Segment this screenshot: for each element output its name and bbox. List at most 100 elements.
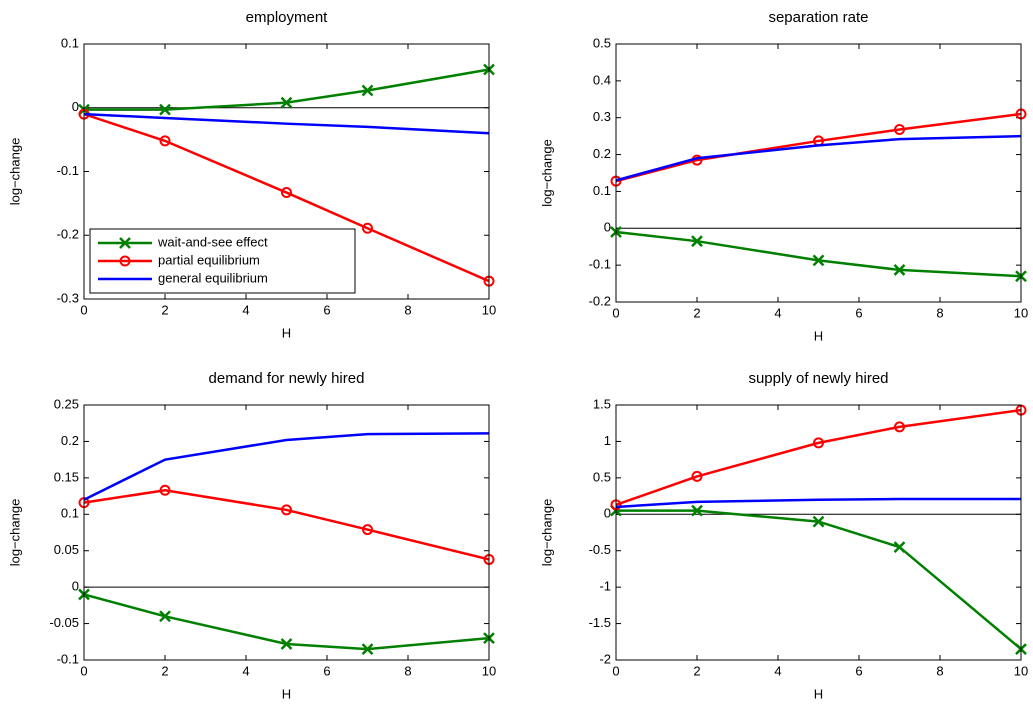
marker-stroke <box>812 254 825 267</box>
x-tick-label: 8 <box>404 302 411 317</box>
y-tick-label: 0.2 <box>593 146 611 161</box>
y-axis-label: log−change <box>539 499 554 567</box>
x-tick-label: 6 <box>855 305 862 320</box>
plot-area <box>84 405 489 660</box>
marker <box>894 124 905 136</box>
y-tick-label: 0.5 <box>593 469 611 484</box>
y-tick-label: 0.4 <box>593 72 611 87</box>
marker-stroke <box>280 96 293 109</box>
y-tick-label: -0.1 <box>57 651 79 666</box>
x-tick-label: 0 <box>80 302 87 317</box>
y-tick-label: 0 <box>604 506 611 521</box>
y-tick-label: -0.5 <box>589 542 611 557</box>
marker <box>159 610 171 623</box>
axes-frame <box>615 43 1022 303</box>
x-tick-label: 8 <box>936 305 943 320</box>
x-tick-label: 2 <box>161 663 168 678</box>
marker <box>361 643 374 655</box>
x-tick-label: 4 <box>242 302 249 317</box>
x-axis-label: H <box>814 328 823 343</box>
marker <box>691 235 703 248</box>
marker <box>361 84 374 97</box>
y-tick-label: -0.2 <box>589 293 611 308</box>
marker <box>691 470 703 482</box>
marker <box>813 437 824 449</box>
marker <box>280 96 293 109</box>
x-tick-label: 10 <box>482 663 496 678</box>
x-tick-label: 2 <box>161 302 168 317</box>
x-axis-label: H <box>282 325 291 340</box>
marker <box>812 515 825 528</box>
marker <box>159 103 171 116</box>
legend-label: wait-and-see effect <box>157 234 268 249</box>
x-tick-label: 4 <box>242 663 249 678</box>
marker <box>280 638 293 650</box>
marker <box>281 504 292 516</box>
marker-stroke <box>893 541 906 553</box>
marker-stroke <box>280 638 293 650</box>
subplot-title: supply of newly hired <box>748 370 888 387</box>
marker-stroke <box>361 643 374 655</box>
plot-area <box>616 44 1021 302</box>
marker <box>159 484 171 496</box>
y-tick-label: -1.5 <box>589 615 611 630</box>
marker-stroke <box>691 504 703 517</box>
y-tick-label: 1 <box>604 433 611 448</box>
x-tick-label: 6 <box>323 302 330 317</box>
y-tick-label: 0 <box>72 579 79 594</box>
x-tick-label: 2 <box>693 305 700 320</box>
x-axis-label: H <box>282 686 291 701</box>
marker <box>281 187 292 199</box>
y-tick-label: 0.2 <box>61 433 79 448</box>
marker <box>362 524 373 536</box>
x-axis-label: H <box>814 686 823 701</box>
marker-stroke <box>691 235 703 248</box>
axes-frame <box>83 43 490 300</box>
series-line <box>615 408 1022 506</box>
series-line <box>615 497 1021 509</box>
marker <box>893 264 906 276</box>
y-tick-label: -0.2 <box>57 227 79 242</box>
legend-label: general equilibrium <box>158 270 268 285</box>
marker-stroke <box>159 103 171 116</box>
subplot-title: demand for newly hired <box>209 370 365 387</box>
subplot-title: employment <box>246 9 329 26</box>
y-tick-label: 0.1 <box>593 183 611 198</box>
y-axis-label: log−change <box>7 138 22 206</box>
y-tick-label: 0.5 <box>593 35 611 50</box>
x-tick-label: 0 <box>80 663 87 678</box>
y-tick-label: 0.25 <box>54 396 79 411</box>
legend: wait-and-see effect partial equilibrium ge… <box>89 228 356 294</box>
y-tick-label: 0.3 <box>593 109 611 124</box>
series-line <box>615 134 1022 182</box>
marker <box>362 222 373 234</box>
x-tick-label: 10 <box>482 302 496 317</box>
x-tick-label: 6 <box>323 663 330 678</box>
y-tick-label: -1 <box>599 579 611 594</box>
legend-marker <box>119 255 131 267</box>
y-tick-label: 0 <box>604 220 611 235</box>
x-tick-label: 4 <box>774 305 781 320</box>
series-line <box>615 112 1022 183</box>
marker-stroke <box>893 264 906 276</box>
y-tick-label: -0.1 <box>589 257 611 272</box>
legend-label: partial equilibrium <box>158 252 260 267</box>
y-tick-label: -0.1 <box>57 163 79 178</box>
series-line <box>83 488 490 561</box>
y-tick-label: 0.1 <box>61 506 79 521</box>
series-line <box>83 432 490 501</box>
series-line <box>83 112 490 283</box>
x-tick-label: 10 <box>1014 305 1028 320</box>
x-tick-label: 2 <box>693 663 700 678</box>
marker <box>691 504 703 517</box>
x-tick-label: 6 <box>855 663 862 678</box>
y-tick-label: -2 <box>599 651 611 666</box>
y-tick-label: 0.1 <box>61 35 79 50</box>
axes-frame <box>615 404 1022 661</box>
marker <box>893 541 906 553</box>
